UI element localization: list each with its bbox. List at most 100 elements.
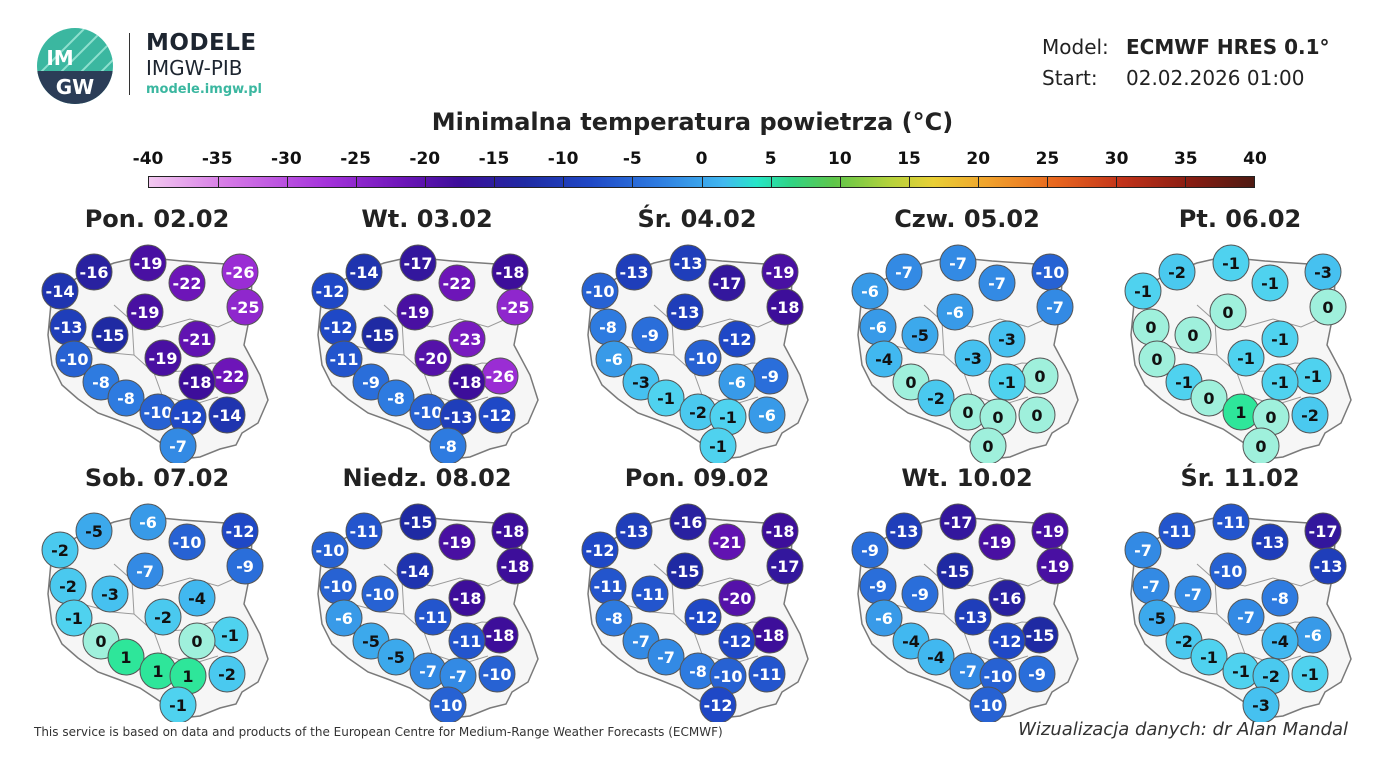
temperature-bubble-circle (1261, 579, 1299, 617)
temperature-bubble-circle (851, 272, 889, 310)
temperature-value: 0 (191, 632, 202, 651)
temperature-bubble-circle (178, 579, 216, 617)
colorbar-tick-mark (563, 176, 565, 188)
temperature-bubble: -13 (49, 308, 87, 346)
temperature-value: -7 (1184, 585, 1202, 604)
model-value: ECMWF HRES 0.1° (1126, 35, 1330, 59)
brand-url[interactable]: modele.imgw.pl (146, 82, 262, 97)
temperature-bubble: -19 (144, 339, 182, 377)
temperature-value: 1 (1235, 403, 1246, 422)
temperature-bubble: -14 (396, 552, 434, 590)
temperature-value: -15 (96, 326, 125, 345)
temperature-value: -9 (362, 373, 380, 392)
temperature-value: -16 (674, 513, 703, 532)
temperature-bubble: -26 (221, 253, 259, 291)
temperature-value: -3 (632, 373, 650, 392)
region-border (153, 372, 219, 406)
colorbar-tick-label: -20 (409, 149, 441, 169)
panel-day-title: Sob. 07.02 (84, 464, 230, 492)
temperature-bubble: -15 (399, 503, 437, 541)
temperature-value: -1 (998, 373, 1016, 392)
temperature-bubble: -6 (859, 308, 897, 346)
temperature-bubble: -11 (631, 575, 669, 613)
temperature-bubble-circle (939, 244, 977, 282)
temperature-bubble-circle (988, 579, 1026, 617)
temperature-bubble-circle (478, 396, 516, 434)
temperature-bubble: -18 (448, 363, 486, 401)
temperature-value: -2 (689, 403, 707, 422)
temperature-bubble: -6 (718, 363, 756, 401)
temperature-bubble: -11 (1212, 503, 1250, 541)
temperature-value: -18 (496, 522, 525, 541)
temperature-value: -11 (1163, 522, 1192, 541)
temperature-value: -12 (324, 318, 353, 337)
temperature-value: -7 (136, 562, 154, 581)
temperature-value: -2 (59, 577, 77, 596)
temperature-bubble: 0 (1309, 288, 1347, 326)
temperature-value: -11 (330, 350, 359, 369)
temperature-bubble-circle (615, 253, 653, 291)
temperature-bubble: -10 (311, 531, 349, 569)
logo-separator (129, 33, 130, 95)
temperature-bubble-circle (631, 316, 669, 354)
temperature-value: -8 (92, 373, 110, 392)
temperature-bubble-circle (399, 244, 437, 282)
temperature-bubble: -3 (91, 575, 129, 613)
temperature-bubble: -2 (1158, 253, 1196, 291)
colorbar-tick-mark (977, 176, 979, 188)
temperature-bubble: -14 (345, 253, 383, 291)
temperature-bubble-circle (429, 427, 467, 463)
temperature-bubble: -12 (718, 622, 756, 660)
temperature-value: 1 (182, 667, 193, 686)
temperature-bubble-circle (917, 638, 955, 676)
temperature-value: -6 (869, 318, 887, 337)
temperature-bubble-circle (1212, 244, 1250, 282)
temperature-value: -11 (594, 577, 623, 596)
temperature-value: -12 (723, 632, 752, 651)
temperature-bubble: -18 (496, 547, 534, 585)
temperature-bubble-circle (168, 523, 206, 561)
poland-map: -13 -13 -19-10 -17-18-8 -9-13-12-6 -10-9-3 -6-… (581, 244, 809, 463)
temperature-bubble-circle (1309, 288, 1347, 326)
temperature-value: -13 (444, 408, 473, 427)
temperature-value: -7 (657, 648, 675, 667)
poland-map: -14 -17 -18-12 -22-25-12 -15-19-23-11 -20-26-… (311, 244, 539, 463)
temperature-value: -26 (486, 367, 515, 386)
temperature-bubble: 0 (969, 427, 1007, 463)
temperature-bubble: -12 (169, 398, 207, 436)
temperature-bubble-circle (954, 339, 992, 377)
temperature-bubble-circle (55, 599, 93, 637)
temperature-value: -1 (1175, 373, 1193, 392)
temperature-value: -5 (911, 326, 929, 345)
temperature-bubble: 0 (1174, 316, 1212, 354)
temperature-value: 0 (1255, 437, 1266, 456)
temperature-value: 0 (992, 408, 1003, 427)
temperature-bubble: -13 (615, 253, 653, 291)
temperature-value: -19 (983, 533, 1012, 552)
temperature-bubble: -10 (478, 655, 516, 693)
temperature-bubble-circle (901, 575, 939, 613)
temperature-bubble: -6 (595, 340, 633, 378)
temperature-bubble-circle (144, 339, 182, 377)
temperature-bubble: -8 (107, 379, 145, 417)
colorbar-tick-mark (356, 176, 358, 188)
forecast-panel: Czw. 05.02 -7 -7 -10 -6 -7 -7 -6 -5 -6 -3 -4 -3 0 0 -1-… (832, 205, 1102, 463)
temperature-bubble: -7 (159, 427, 197, 463)
temperature-value: -16 (993, 589, 1022, 608)
temperature-bubble: -25 (226, 288, 264, 326)
temperature-bubble-circle (766, 547, 804, 585)
temperature-bubble: -1 (1291, 655, 1329, 693)
colorbar-tick-label: -5 (622, 149, 642, 169)
temperature-bubble-circle (699, 427, 737, 463)
colorbar-tick-label: -35 (201, 149, 233, 169)
temperature-bubble-circle (107, 379, 145, 417)
temperature-bubble: -1 (1222, 652, 1260, 690)
temperature-bubble-circle (129, 503, 167, 541)
temperature-bubble-circle (129, 244, 167, 282)
temperature-value: -3 (1252, 696, 1270, 715)
temperature-value: -10 (483, 665, 512, 684)
panel-day-title: Wt. 03.02 (361, 205, 493, 233)
temperature-bubble-circle (954, 598, 992, 636)
temperature-bubble: -1 (709, 398, 747, 436)
temperature-bubble: -17 (708, 264, 746, 302)
